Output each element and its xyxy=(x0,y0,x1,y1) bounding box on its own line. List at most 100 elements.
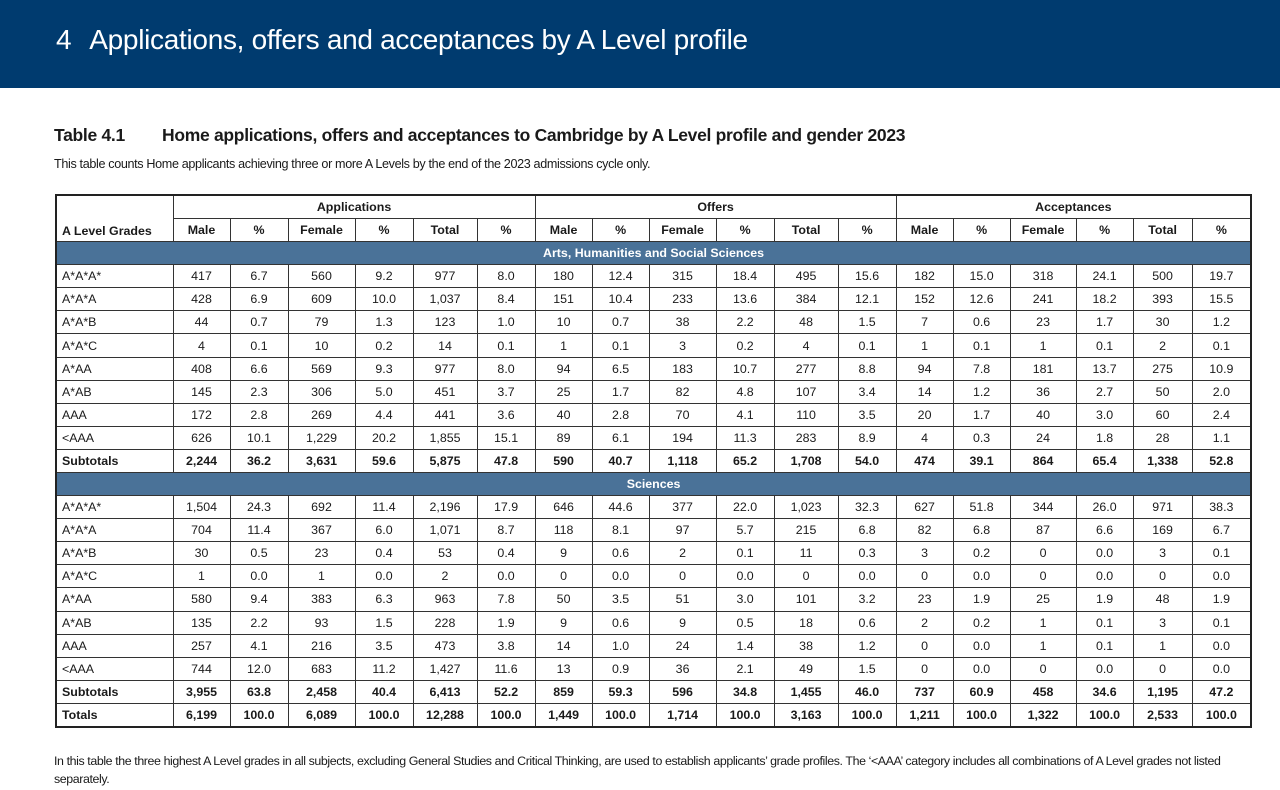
cell-value: 0.1 xyxy=(229,333,289,358)
cell-value: 0.3 xyxy=(837,541,897,566)
cell-value: 7.8 xyxy=(476,587,536,612)
cell-value: 0 xyxy=(773,564,839,589)
cell-value: 428 xyxy=(172,287,231,312)
cell-value: 2 xyxy=(1132,333,1193,358)
column-header: % xyxy=(591,218,650,243)
column-header: % xyxy=(837,218,897,243)
cell-value: 2.2 xyxy=(229,610,289,635)
cell-value: 2 xyxy=(412,564,478,589)
cell-value: 0 xyxy=(895,656,954,681)
cell-value: 0.0 xyxy=(715,564,775,589)
cell-value: 233 xyxy=(648,287,717,312)
cell-value: 1 xyxy=(172,564,231,589)
cell-value: 500 xyxy=(1132,264,1193,289)
cell-value: 44 xyxy=(172,310,231,335)
cell-value: 28 xyxy=(1132,425,1193,450)
cell-value: 6,089 xyxy=(287,702,356,728)
section-header-row: Sciences xyxy=(56,472,1252,497)
cell-value: 36.2 xyxy=(229,448,289,474)
cell-value: 24 xyxy=(1009,425,1077,450)
cell-value: 79 xyxy=(287,310,356,335)
cell-value: 82 xyxy=(895,518,954,543)
totals-row: Totals 6,199 100.0 6,089 100.0 12,288 100.0 1,4… xyxy=(55,702,1252,728)
cell-value: 52.2 xyxy=(476,679,536,704)
cell-value: 0 xyxy=(1132,564,1193,589)
cell-value: 4 xyxy=(773,333,839,358)
cell-value: 1.9 xyxy=(1191,587,1252,612)
cell-value: 180 xyxy=(534,264,593,289)
cell-value: 0 xyxy=(1009,656,1077,681)
cell-value: 3 xyxy=(1132,541,1193,566)
cell-value: 495 xyxy=(773,264,839,289)
cell-value: 580 xyxy=(172,587,231,612)
cell-value: 864 xyxy=(1009,448,1077,474)
table-caption: Table 4.1 Home applications, offers and a… xyxy=(54,125,906,146)
cell-value: 590 xyxy=(534,448,593,474)
row-grade: Totals xyxy=(55,702,174,728)
cell-value: 1.0 xyxy=(591,633,650,658)
cell-value: 0.5 xyxy=(715,610,775,635)
column-header: Male xyxy=(172,218,231,243)
cell-value: 3.5 xyxy=(354,633,414,658)
cell-value: 737 xyxy=(895,679,954,704)
cell-value: 19.7 xyxy=(1191,264,1252,289)
row-grade: A*A*B xyxy=(55,310,174,335)
cell-value: 1.4 xyxy=(715,633,775,658)
cell-value: 38 xyxy=(648,310,717,335)
cell-value: 367 xyxy=(287,518,356,543)
cell-value: 458 xyxy=(1009,679,1077,704)
cell-value: 383 xyxy=(287,587,356,612)
cell-value: 1.9 xyxy=(1075,587,1134,612)
cell-value: 3.4 xyxy=(837,379,897,404)
cell-value: 30 xyxy=(1132,310,1193,335)
cell-value: 1,708 xyxy=(773,448,839,474)
cell-value: 194 xyxy=(648,425,717,450)
cell-value: 6.5 xyxy=(591,356,650,381)
cell-value: 13 xyxy=(534,656,593,681)
cell-value: 2.7 xyxy=(1075,379,1134,404)
cell-value: 0.9 xyxy=(591,656,650,681)
cell-value: 6.0 xyxy=(354,518,414,543)
cell-value: 1 xyxy=(1009,610,1077,635)
cell-value: 1,504 xyxy=(172,495,231,520)
cell-value: 8.1 xyxy=(591,518,650,543)
cell-value: 0.5 xyxy=(229,541,289,566)
cell-value: 6.7 xyxy=(229,264,289,289)
cell-value: 2.4 xyxy=(1191,402,1252,427)
cell-value: 4.1 xyxy=(229,633,289,658)
cell-value: 0.1 xyxy=(1191,610,1252,635)
cell-value: 182 xyxy=(895,264,954,289)
cell-value: 107 xyxy=(773,379,839,404)
cell-value: 49 xyxy=(773,656,839,681)
cell-value: 9.3 xyxy=(354,356,414,381)
cell-value: 704 xyxy=(172,518,231,543)
cell-value: 596 xyxy=(648,679,717,704)
cell-value: 3.8 xyxy=(476,633,536,658)
cell-value: 11.4 xyxy=(354,495,414,520)
column-header: Male xyxy=(895,218,954,243)
cell-value: 118 xyxy=(534,518,593,543)
cell-value: 93 xyxy=(287,610,356,635)
chapter-number: 4 xyxy=(56,24,72,55)
cell-value: 0.6 xyxy=(591,541,650,566)
cell-value: 408 xyxy=(172,356,231,381)
cell-value: 0.1 xyxy=(837,333,897,358)
cell-value: 13.6 xyxy=(715,287,775,312)
cell-value: 24.3 xyxy=(229,495,289,520)
cell-value: 65.2 xyxy=(715,448,775,474)
cell-value: 275 xyxy=(1132,356,1193,381)
column-header: Female xyxy=(287,218,356,243)
cell-value: 4 xyxy=(172,333,231,358)
table-row: AAA 257 4.1 216 3.5 473 3.8 14 1.0 24 1.4 38 1.2 0 0.0… xyxy=(55,633,1252,658)
cell-value: 1.2 xyxy=(1191,310,1252,335)
cell-value: 100.0 xyxy=(1075,702,1134,728)
cell-value: 50 xyxy=(1132,379,1193,404)
row-grade: A*A*A xyxy=(55,518,174,543)
cell-value: 1.3 xyxy=(354,310,414,335)
cell-value: 10.9 xyxy=(1191,356,1252,381)
cell-value: 23 xyxy=(895,587,954,612)
cell-value: 4.4 xyxy=(354,402,414,427)
cell-value: 1,229 xyxy=(287,425,356,450)
cell-value: 1 xyxy=(1132,633,1193,658)
cell-value: 2,196 xyxy=(412,495,478,520)
